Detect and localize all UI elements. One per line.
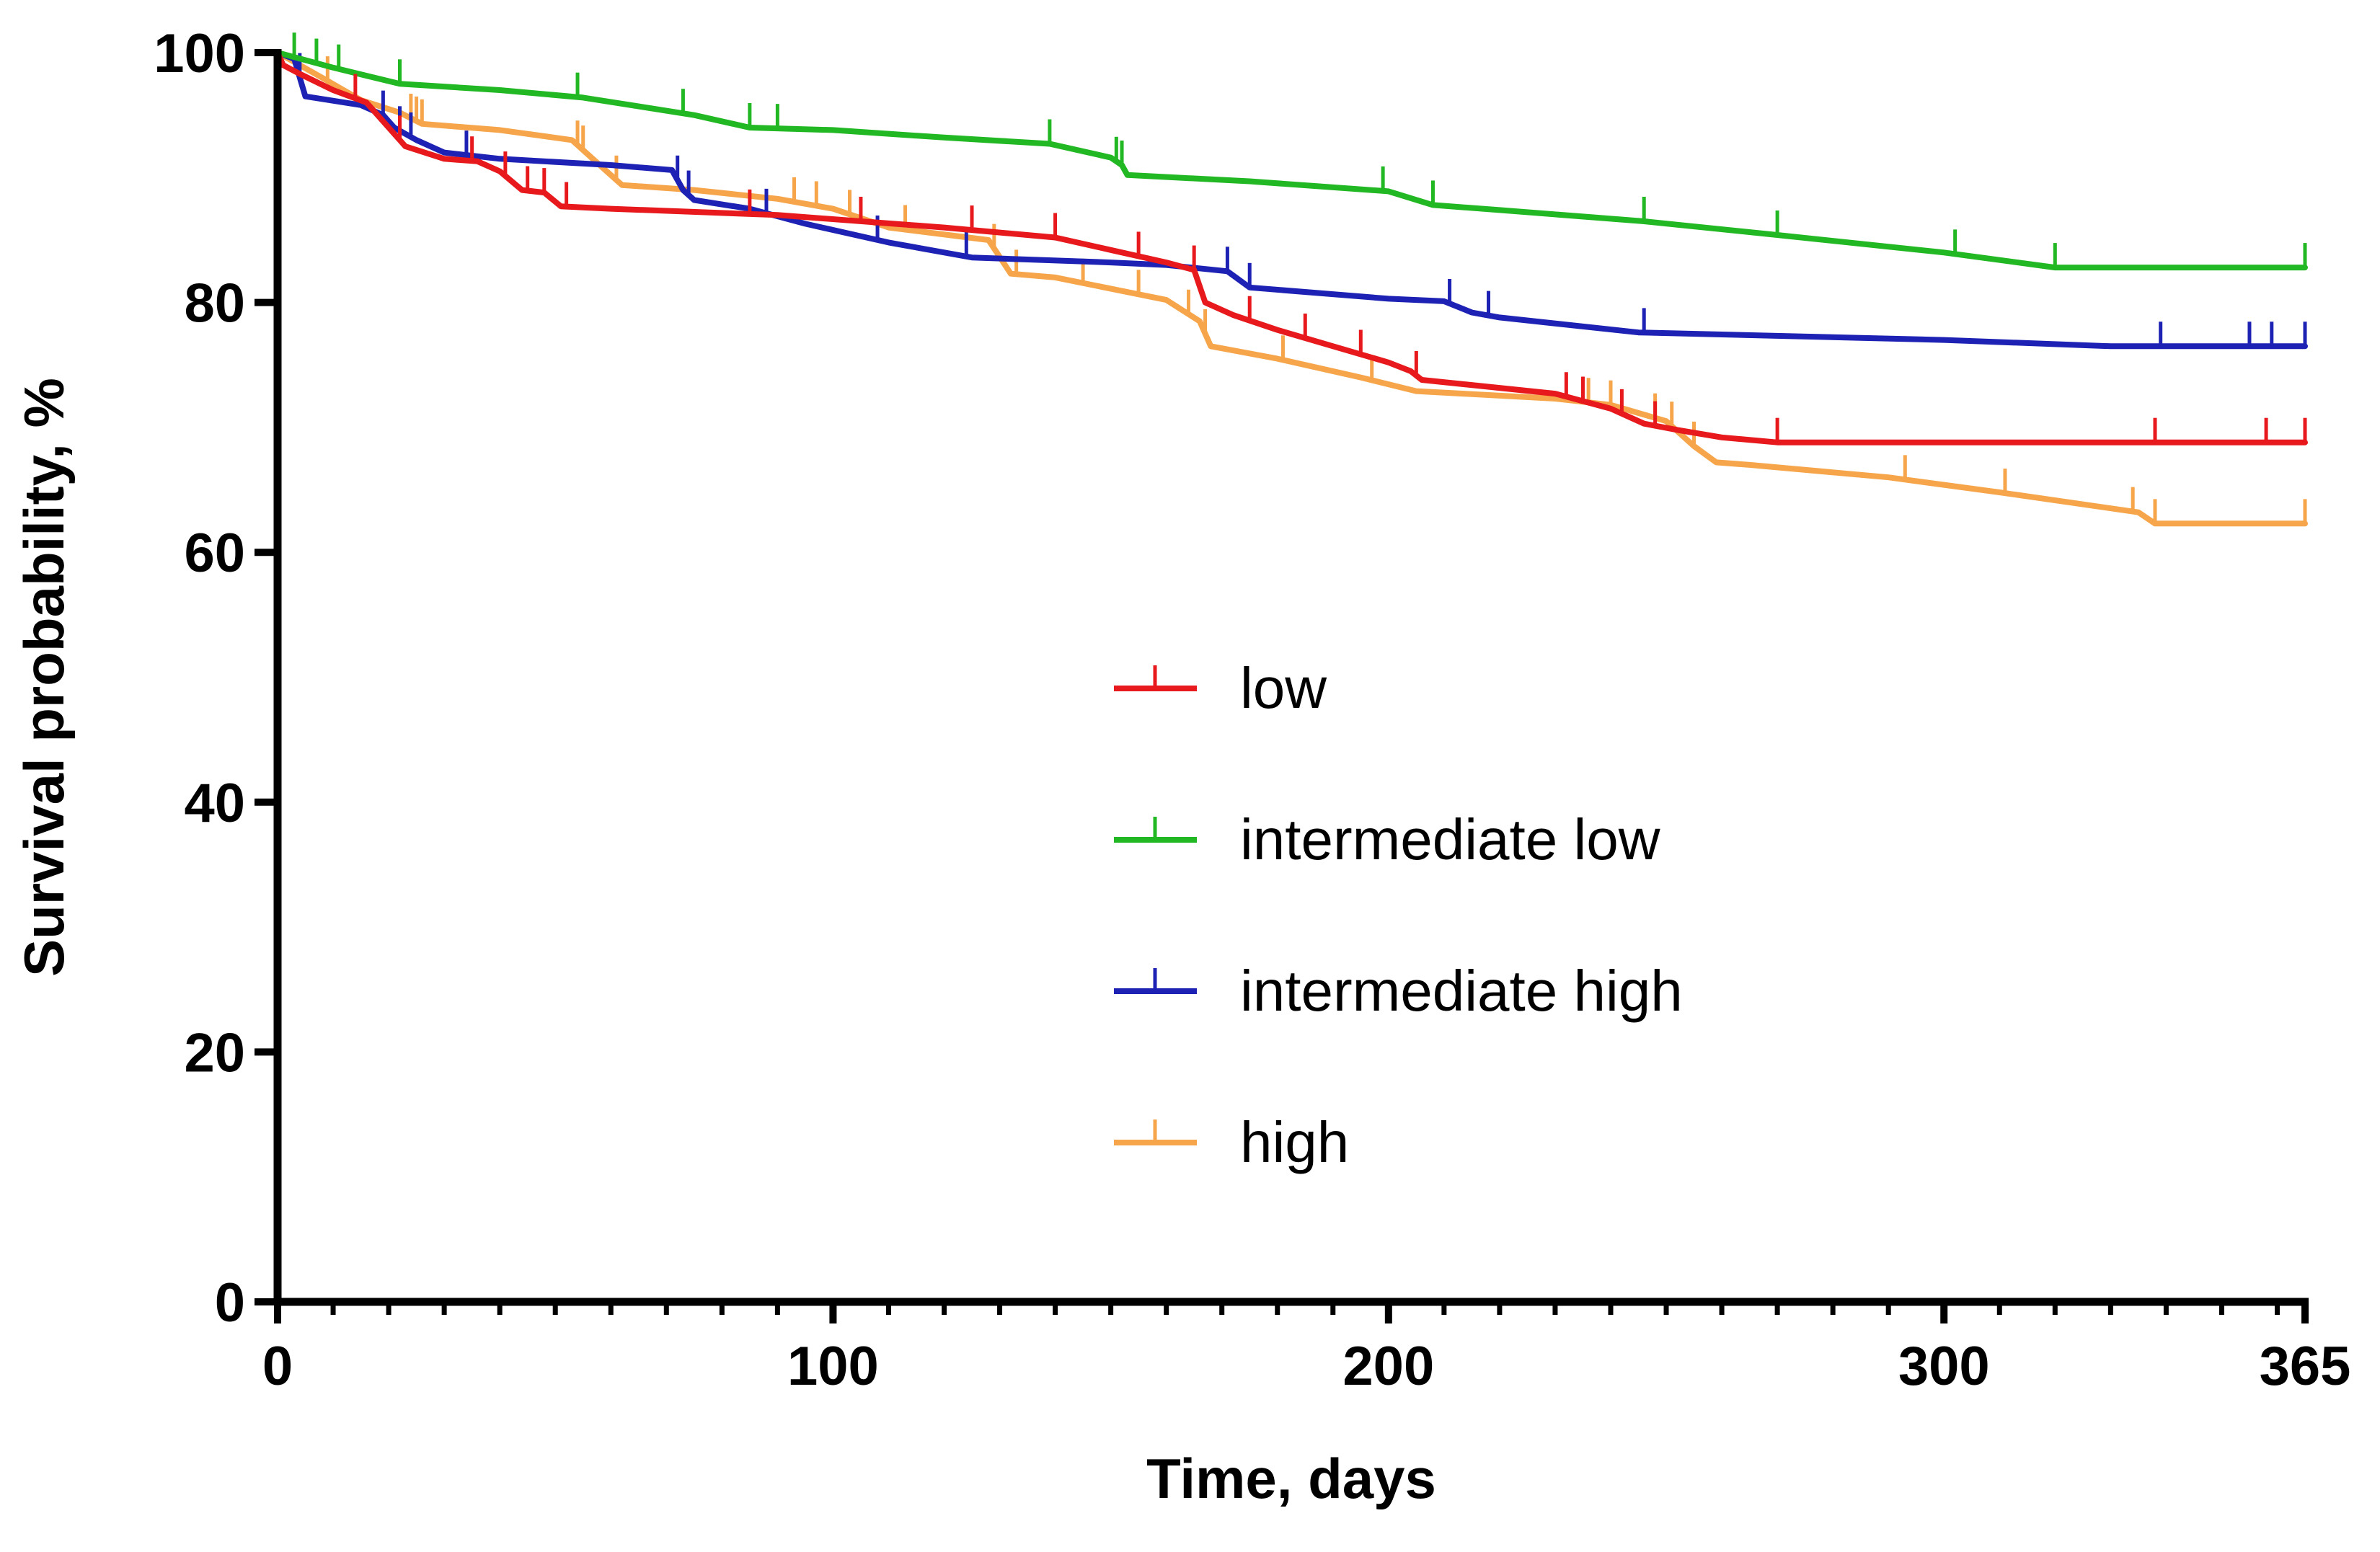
legend-label: intermediate high <box>1240 959 1683 1023</box>
legend-item-intermediate-high: intermediate high <box>1114 959 1683 1023</box>
x-tick-label: 0 <box>262 1336 293 1397</box>
y-tick-label: 100 <box>154 23 245 84</box>
x-axis-title: Time, days <box>1146 1447 1436 1510</box>
legend-item-low: low <box>1114 656 1327 720</box>
series-line-high <box>275 50 2308 527</box>
legend-item-high: high <box>1114 1110 1349 1174</box>
legend: low intermediate low intermediate high high <box>1114 656 1683 1174</box>
series-line-intermediate-low <box>275 50 2308 271</box>
x-tick-label: 100 <box>787 1336 879 1397</box>
x-tick-label: 200 <box>1342 1336 1434 1397</box>
ticks-layer: 0 20 40 60 80 100 0 100 200 300 365 <box>154 23 2350 1397</box>
legend-label: low <box>1240 656 1327 720</box>
legend-item-intermediate-low: intermediate low <box>1114 807 1660 872</box>
x-tick-label: 300 <box>1898 1336 1990 1397</box>
x-tick-label: 365 <box>2260 1336 2351 1397</box>
curves-layer <box>275 32 2308 527</box>
legend-label: intermediate low <box>1240 807 1660 872</box>
series-line-low <box>275 50 2308 445</box>
y-axis-title: Survival probability, % <box>12 378 76 977</box>
series-low <box>275 50 2308 445</box>
y-tick-label: 0 <box>215 1272 245 1334</box>
y-tick-label: 20 <box>184 1022 245 1083</box>
series-line-intermediate-high <box>275 50 2308 350</box>
y-tick-label: 40 <box>184 773 245 834</box>
legend-label: high <box>1240 1110 1349 1174</box>
y-tick-label: 80 <box>184 273 245 334</box>
series-intermediate-low <box>275 32 2308 271</box>
y-tick-label: 60 <box>184 523 245 584</box>
